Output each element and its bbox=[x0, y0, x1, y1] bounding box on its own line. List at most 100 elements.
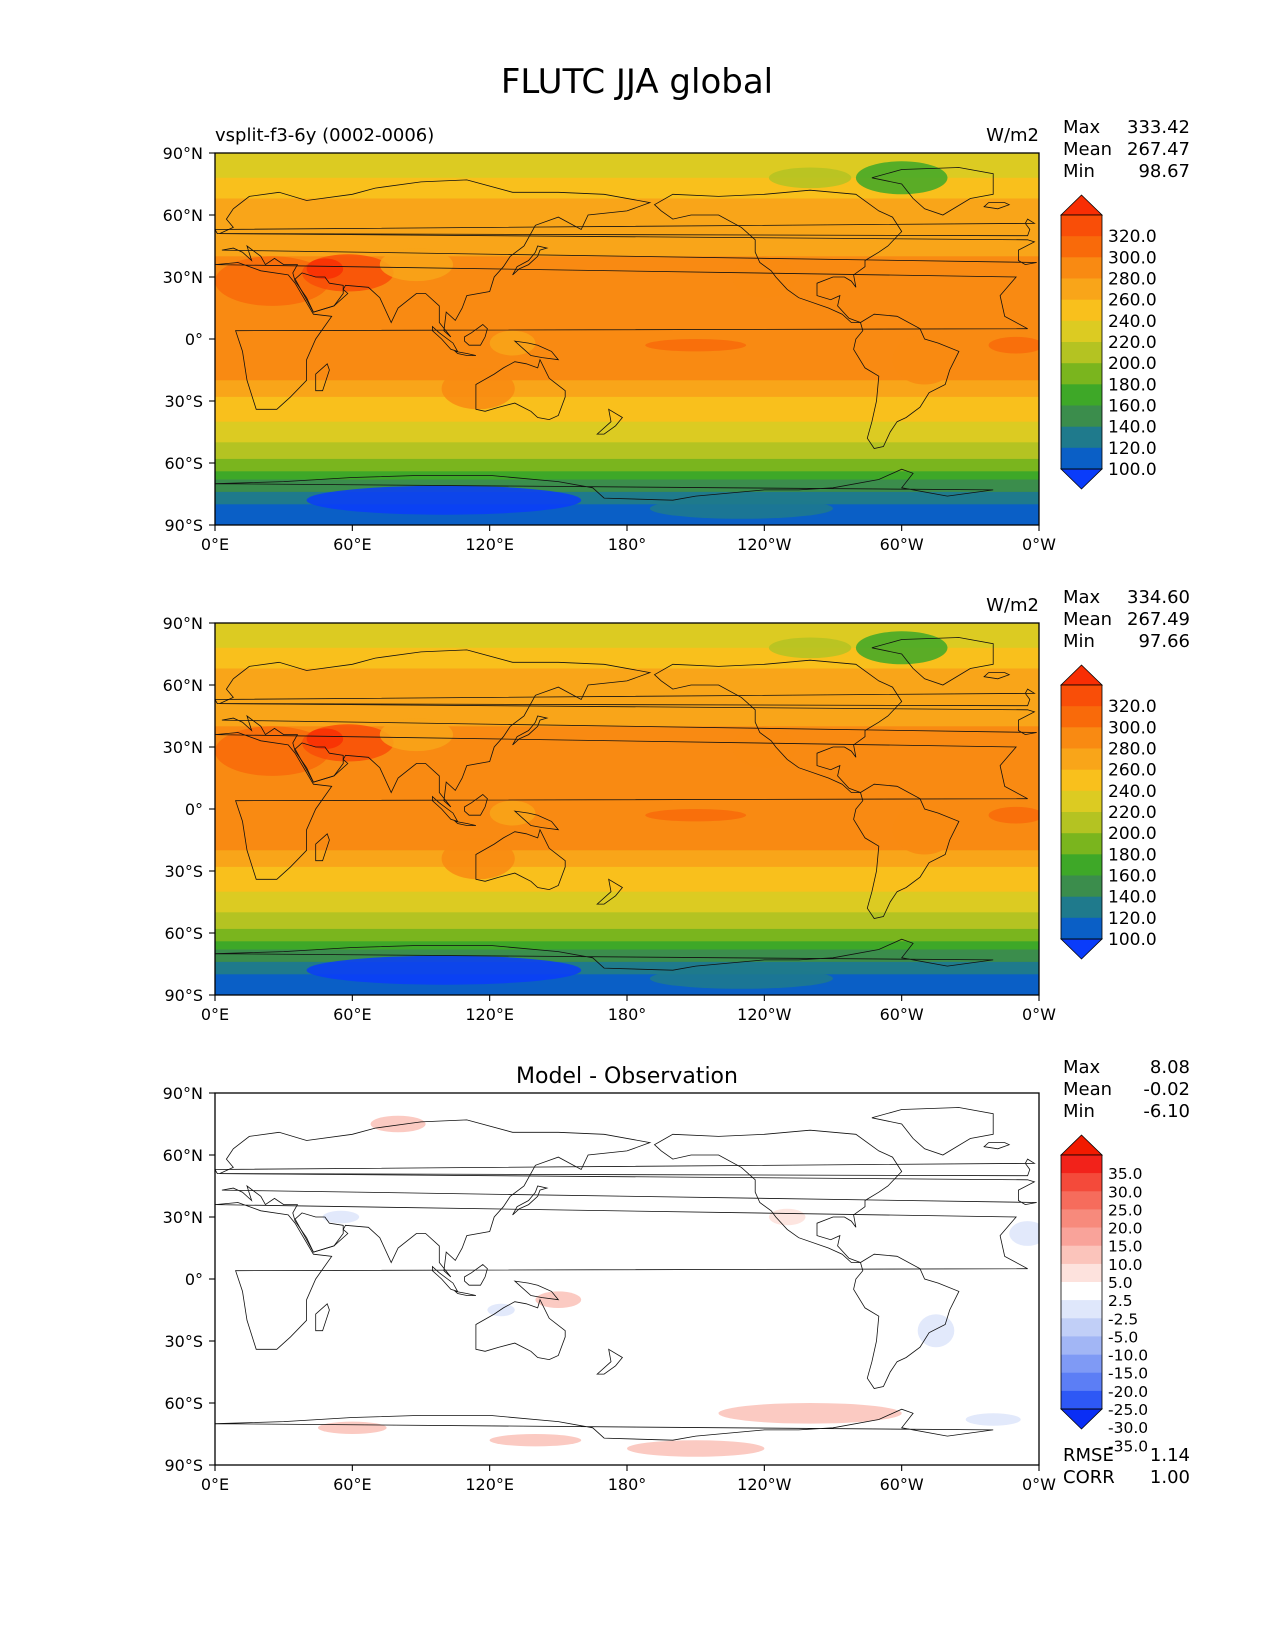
coastline bbox=[431, 325, 459, 353]
contour-region bbox=[645, 809, 747, 822]
colorbar-label: 180.0 bbox=[1108, 375, 1157, 395]
lat-tick-label: 30°N bbox=[163, 738, 203, 757]
coastline bbox=[596, 1348, 624, 1375]
contour-band bbox=[215, 866, 1039, 893]
coastline bbox=[475, 828, 566, 891]
colorbar-segment bbox=[1061, 1227, 1102, 1247]
contour-band bbox=[215, 442, 1039, 460]
stat-mean-value: -0.02 bbox=[1143, 1079, 1190, 1100]
colorbar-segment bbox=[1061, 1191, 1102, 1210]
rmse-label: RMSE bbox=[1063, 1445, 1114, 1466]
colorbar-label: 100.0 bbox=[1108, 460, 1157, 480]
colorbar-segment bbox=[1061, 812, 1102, 834]
lon-tick-label: 120°W bbox=[737, 1475, 792, 1494]
coastline bbox=[464, 793, 488, 816]
coastline bbox=[475, 358, 566, 421]
field-fill bbox=[215, 1093, 1039, 1465]
colorbar-label: 140.0 bbox=[1108, 418, 1157, 438]
stat-mean-label: Mean bbox=[1063, 139, 1112, 160]
lat-tick-label: 60°S bbox=[164, 454, 203, 473]
contour-region bbox=[322, 1210, 360, 1224]
contour-band bbox=[215, 850, 1039, 868]
lat-tick-label: 30°N bbox=[163, 268, 203, 287]
coastline bbox=[596, 878, 624, 905]
stat-max-label: Max bbox=[1063, 587, 1101, 608]
lat-tick-label: 0° bbox=[185, 800, 203, 819]
contour-region bbox=[627, 1440, 765, 1457]
lat-tick-label: 90°S bbox=[164, 986, 203, 1005]
colorbar-label: 200.0 bbox=[1108, 354, 1157, 374]
colorbar-segment bbox=[1061, 1209, 1102, 1228]
contour-region bbox=[855, 161, 948, 195]
field-fill bbox=[215, 623, 1039, 995]
lon-tick-label: 120°W bbox=[737, 1005, 792, 1024]
corr-label: CORR bbox=[1063, 1467, 1115, 1488]
coastline bbox=[596, 408, 624, 435]
contour-region bbox=[768, 167, 852, 189]
panel-units: W/m2 bbox=[986, 595, 1039, 616]
contour-band bbox=[215, 941, 1039, 951]
coastline bbox=[219, 1119, 1037, 1278]
contour-region bbox=[489, 1434, 582, 1447]
contour-band bbox=[215, 396, 1039, 423]
colorbar-label: 15.0 bbox=[1108, 1238, 1143, 1256]
contour-band bbox=[215, 380, 1039, 398]
colorbar-extend-max bbox=[1060, 194, 1103, 216]
coastline bbox=[215, 218, 1036, 237]
coastline bbox=[871, 1107, 994, 1156]
coastline bbox=[215, 1408, 994, 1465]
colorbar-segment bbox=[1061, 917, 1102, 940]
contour-region bbox=[855, 631, 948, 665]
lon-tick-label: 60°E bbox=[333, 535, 371, 554]
colorbar-label: 20.0 bbox=[1108, 1220, 1143, 1238]
colorbar-segment bbox=[1061, 854, 1102, 876]
colorbar-segment bbox=[1061, 727, 1102, 749]
colorbar-label: 240.0 bbox=[1108, 312, 1157, 332]
colorbar-label: 300.0 bbox=[1108, 248, 1157, 268]
coastline bbox=[219, 649, 1037, 808]
lat-tick-label: 30°S bbox=[164, 1332, 203, 1351]
coastline bbox=[513, 340, 560, 361]
colorbar-label: 160.0 bbox=[1108, 397, 1157, 417]
colorbar-segment bbox=[1061, 1245, 1102, 1265]
panel-units: W/m2 bbox=[986, 125, 1039, 146]
colorbar-segment bbox=[1061, 1372, 1102, 1392]
colorbar-segment bbox=[1061, 1282, 1102, 1301]
lon-tick-label: 60°W bbox=[880, 535, 924, 554]
colorbar-label: 120.0 bbox=[1108, 439, 1157, 459]
lat-tick-label: 0° bbox=[185, 1270, 203, 1289]
contour-band bbox=[215, 458, 1039, 472]
coastlines bbox=[215, 637, 1037, 995]
coastline bbox=[983, 1142, 1011, 1150]
colorbar-segment bbox=[1061, 833, 1102, 855]
lat-tick-label: 0° bbox=[185, 330, 203, 349]
lon-tick-label: 0°W bbox=[1022, 1005, 1056, 1024]
colorbar-segment bbox=[1061, 790, 1102, 813]
contour-region bbox=[306, 485, 582, 515]
lon-tick-label: 0°W bbox=[1022, 1475, 1056, 1494]
coastline bbox=[215, 468, 994, 525]
lon-tick-label: 60°W bbox=[880, 1475, 924, 1494]
colorbar-label: -2.5 bbox=[1108, 1310, 1138, 1328]
lon-tick-label: 60°W bbox=[880, 1005, 924, 1024]
contour-region bbox=[732, 726, 797, 768]
colorbar-segment bbox=[1061, 706, 1102, 728]
coastline bbox=[431, 1265, 459, 1293]
lon-tick-label: 120°W bbox=[737, 535, 792, 554]
colorbar-segment bbox=[1061, 405, 1102, 428]
contour-band bbox=[215, 421, 1039, 443]
coastline bbox=[853, 783, 960, 919]
colorbar-segment bbox=[1061, 1318, 1102, 1337]
lon-tick-label: 0°E bbox=[201, 1475, 229, 1494]
contour-region bbox=[487, 1303, 515, 1317]
lon-tick-label: 60°E bbox=[333, 1005, 371, 1024]
coastline bbox=[513, 1280, 560, 1301]
contour-region bbox=[441, 367, 515, 410]
colorbar-frame bbox=[1060, 684, 1103, 940]
lon-tick-label: 180° bbox=[608, 535, 647, 554]
lon-tick-label: 0°E bbox=[201, 535, 229, 554]
colorbar-label: 280.0 bbox=[1108, 740, 1157, 760]
lon-tick-label: 60°E bbox=[333, 1475, 371, 1494]
contour-region bbox=[718, 1403, 902, 1424]
lon-tick-label: 0°W bbox=[1022, 535, 1056, 554]
